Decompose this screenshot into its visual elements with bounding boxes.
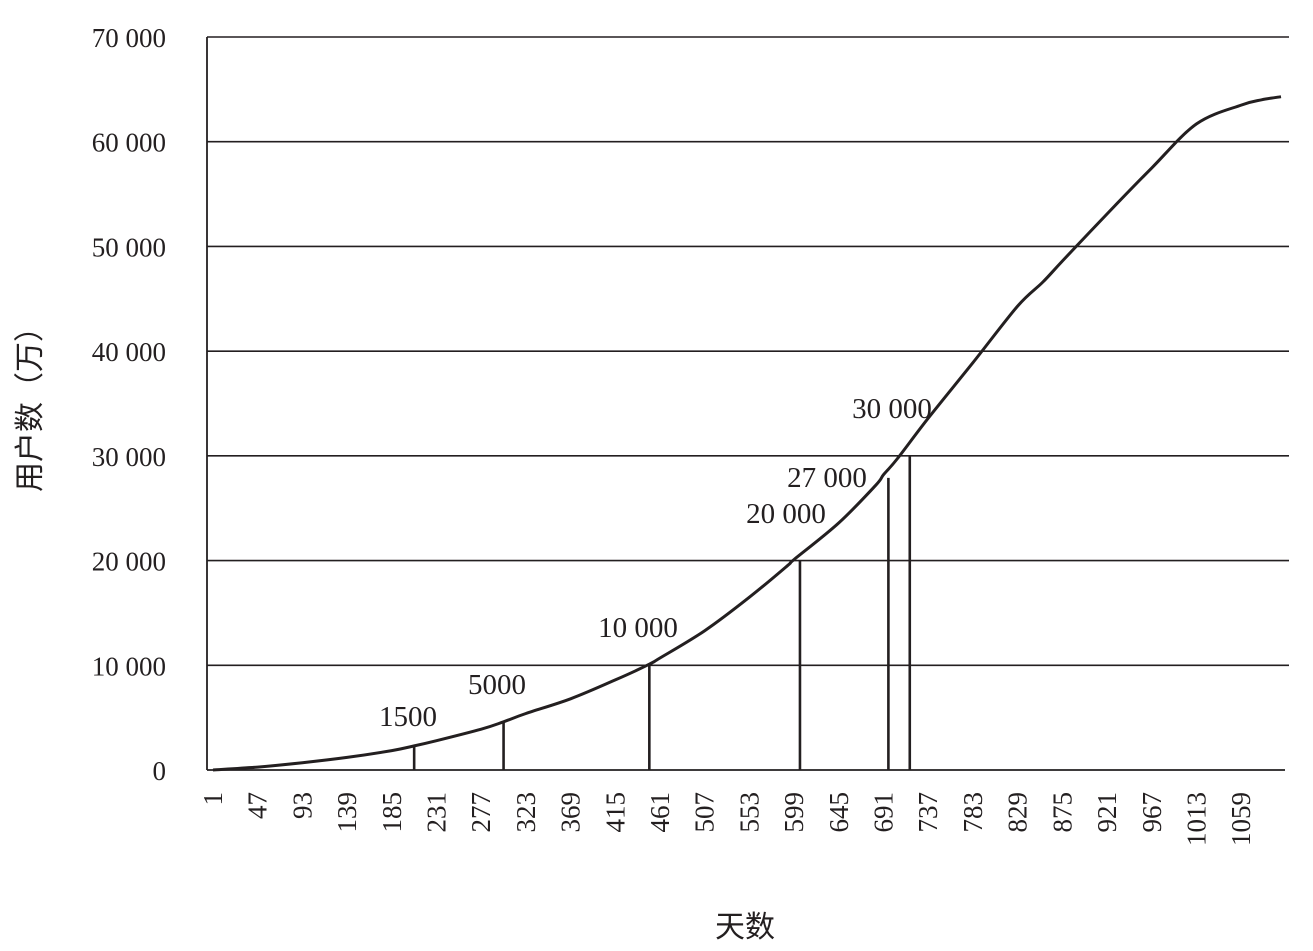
x-tick-label-2: 93: [287, 792, 317, 819]
y-tick-label-4: 40 000: [92, 337, 166, 367]
x-tick-label-11: 507: [690, 792, 720, 833]
x-tick-label-22: 1013: [1181, 792, 1211, 846]
x-tick-label-21: 967: [1137, 792, 1167, 833]
x-tick-label-6: 277: [466, 792, 496, 833]
milestone-lines: [412, 455, 912, 770]
x-tick-label-9: 415: [600, 792, 630, 833]
x-tick-label-4: 185: [377, 792, 407, 833]
y-tick-label-1: 10 000: [92, 651, 166, 681]
x-tick-label-16: 737: [913, 792, 943, 833]
x-tick-labels: 1 47 93 139 185 231 277 323 369 415 461 507 553 599 64…: [198, 792, 1256, 846]
x-tick-label-20: 921: [1092, 792, 1122, 833]
x-tick-label-1: 47: [243, 792, 273, 819]
x-tick-label-10: 461: [645, 792, 675, 833]
milestone-label-4: 27 000: [787, 462, 867, 494]
x-tick-label-14: 645: [824, 792, 854, 833]
x-tick-label-18: 829: [1003, 792, 1033, 833]
x-tick-label-13: 599: [779, 792, 809, 833]
data-series: [212, 95, 1282, 772]
x-tick-label-23: 1059: [1226, 792, 1256, 846]
series-line: [212, 95, 1282, 772]
y-tick-label-0: 0: [153, 756, 167, 786]
milestone-label-2: 10 000: [598, 612, 678, 644]
x-axis-title: 天数: [715, 910, 775, 945]
x-tick-label-0: 1: [198, 792, 228, 806]
x-tick-label-19: 875: [1047, 792, 1077, 833]
milestone-label-3: 20 000: [746, 498, 826, 530]
axes: [206, 37, 1285, 771]
y-tick-label-6: 60 000: [92, 128, 166, 158]
y-axis-title: 用户数（万）: [13, 312, 48, 492]
milestone-label-1: 5000: [468, 669, 526, 701]
y-tick-label-7: 70 000: [92, 23, 166, 53]
y-tick-label-3: 30 000: [92, 442, 166, 472]
milestone-label-0: 1500: [379, 701, 437, 733]
milestone-labels: 1500 5000 10 000 20 000 27 000 30 000: [379, 393, 932, 733]
x-tick-label-12: 553: [734, 792, 764, 833]
x-tick-label-7: 323: [511, 792, 541, 833]
y-tick-label-2: 20 000: [92, 547, 166, 577]
milestone-label-5: 30 000: [852, 393, 932, 425]
y-tick-label-5: 50 000: [92, 232, 166, 262]
y-tick-labels: 0 10 000 20 000 30 000 40 000 50 000 60 000 70 …: [92, 23, 166, 786]
x-tick-label-17: 783: [958, 792, 988, 833]
x-tick-label-8: 369: [556, 792, 586, 833]
x-tick-label-5: 231: [422, 792, 452, 833]
gridlines: [207, 36, 1289, 667]
x-tick-label-15: 691: [869, 792, 899, 833]
x-tick-label-3: 139: [332, 792, 362, 833]
